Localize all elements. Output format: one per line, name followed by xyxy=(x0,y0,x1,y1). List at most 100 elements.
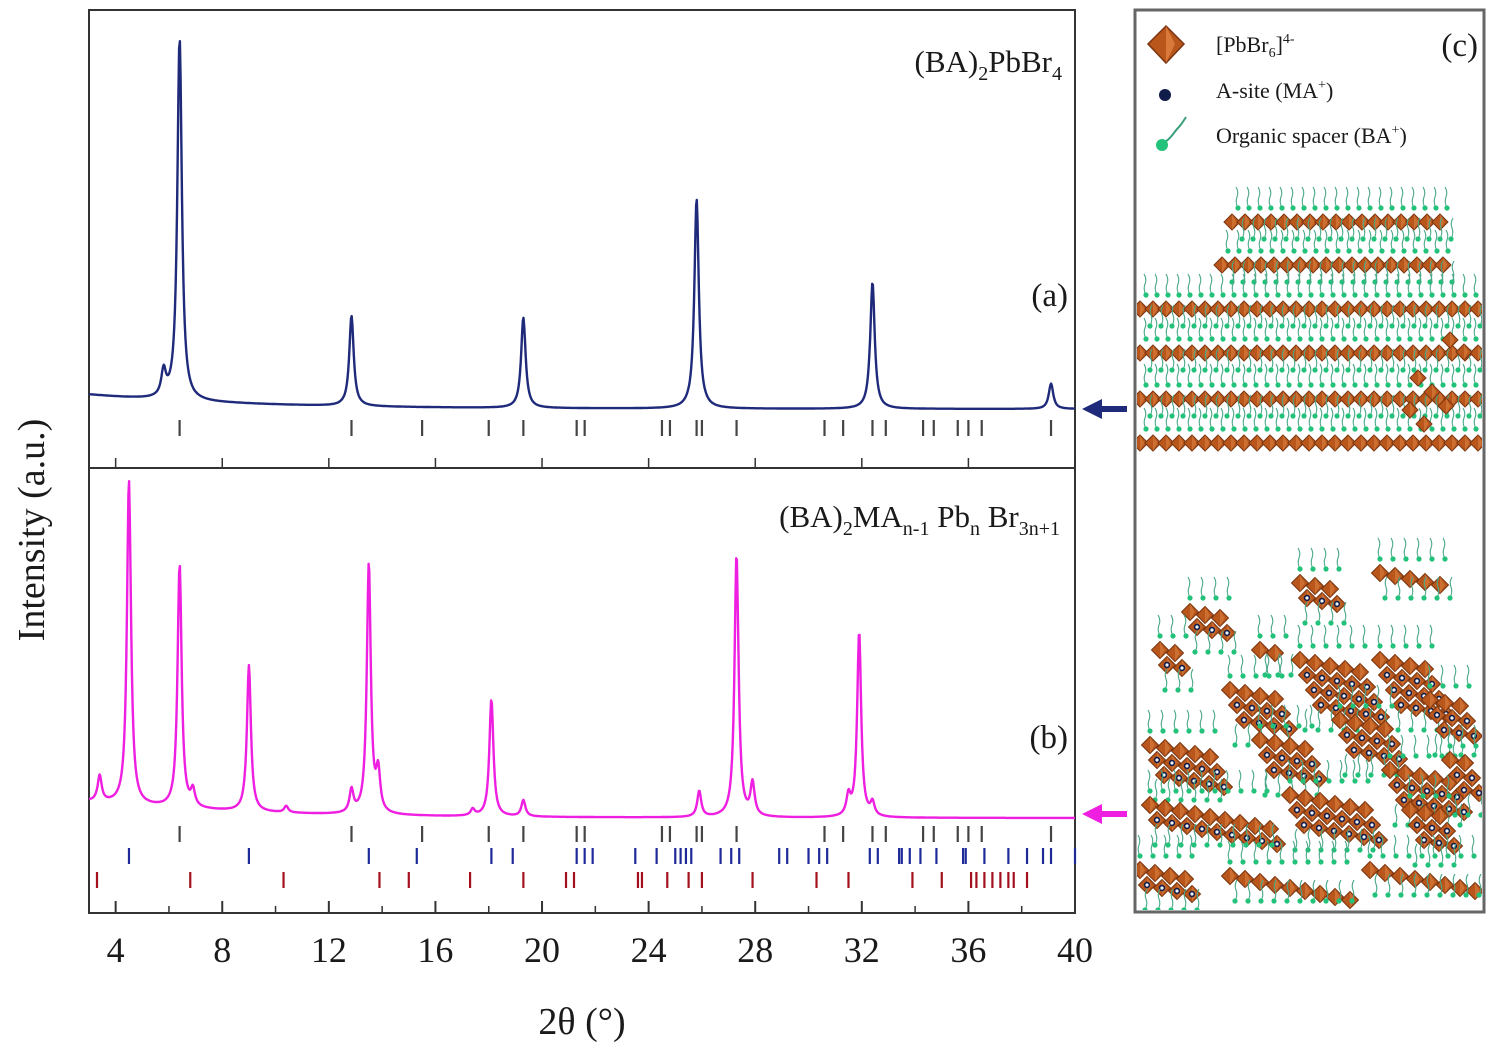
spacer-molecule xyxy=(1350,684,1356,709)
spacer-molecule xyxy=(1231,363,1237,388)
octahedron-unit xyxy=(1287,751,1307,771)
spacer-molecule xyxy=(1173,709,1179,734)
spacer-molecule xyxy=(1247,229,1253,254)
spacer-molecule xyxy=(1175,668,1181,693)
octahedron-unit xyxy=(1347,812,1367,832)
spacer-molecule xyxy=(1268,348,1274,373)
spacer-molecule xyxy=(1236,229,1242,254)
octahedron-unit xyxy=(1414,830,1434,850)
spacer-molecule xyxy=(1187,576,1193,601)
octahedron-unit xyxy=(1327,671,1347,691)
arrow-a-icon xyxy=(1082,399,1127,419)
spacer-molecule xyxy=(1385,407,1391,432)
spacer-molecule xyxy=(1363,363,1369,388)
spacer-molecule xyxy=(1330,317,1336,342)
spacer-molecule xyxy=(1227,654,1233,679)
spacer-molecule xyxy=(1422,348,1428,373)
spacer-molecule xyxy=(1290,348,1296,373)
spacer-molecule xyxy=(1352,273,1358,298)
spacer-molecule xyxy=(1440,664,1446,689)
octahedron-unit xyxy=(1297,665,1317,685)
spacer-molecule xyxy=(1301,348,1307,373)
spacer-molecule xyxy=(1324,229,1330,254)
spacer-molecule xyxy=(1426,217,1432,242)
panel-a-title: (BA)2PbBr4 xyxy=(915,44,1062,85)
spacer-molecule xyxy=(1187,407,1193,432)
spacer-molecule xyxy=(1451,363,1457,388)
spacer-molecule xyxy=(1279,840,1285,865)
spacer-molecule xyxy=(1444,348,1450,373)
spacer-molecule xyxy=(1413,734,1419,759)
spacer-molecule xyxy=(1452,793,1458,818)
spacer-molecule xyxy=(1224,348,1230,373)
octahedron-unit xyxy=(1379,213,1397,231)
spacer-molecule xyxy=(1312,304,1318,329)
spacer-molecule xyxy=(1352,363,1358,388)
octahedron-unit xyxy=(1317,806,1337,826)
spacer-molecule xyxy=(1187,317,1193,342)
octahedron-unit xyxy=(1415,415,1433,433)
spacer-molecule xyxy=(1429,273,1435,298)
spacer-molecule xyxy=(1301,186,1307,211)
octahedron-unit xyxy=(1236,213,1254,231)
x-tick-label: 32 xyxy=(844,930,880,970)
octahedron-unit xyxy=(1319,683,1339,703)
spacer-molecule xyxy=(1345,348,1351,373)
spacer-molecule xyxy=(1408,576,1414,601)
spacer-molecule xyxy=(1191,823,1197,848)
spacer-molecule xyxy=(1349,624,1355,649)
spacer-molecule xyxy=(1396,363,1402,388)
octahedron-unit xyxy=(1248,390,1266,408)
octahedron-unit xyxy=(1177,756,1197,776)
spacer-molecule xyxy=(1448,217,1454,242)
octahedron-unit xyxy=(1182,884,1202,904)
spacer-molecule xyxy=(1473,273,1479,298)
spacer-molecule xyxy=(1290,304,1296,329)
spacer-molecule xyxy=(1209,317,1215,342)
octahedron-unit xyxy=(1287,344,1305,362)
octahedron-unit xyxy=(1352,390,1370,408)
octahedron-unit xyxy=(1359,743,1379,763)
spacer-molecule xyxy=(1191,778,1197,803)
spacer-molecule xyxy=(1411,873,1417,898)
spacer-molecule xyxy=(1160,709,1166,734)
octahedron-unit xyxy=(1150,640,1170,660)
spacer-molecule xyxy=(1411,348,1417,373)
spacer-molecule xyxy=(1286,407,1292,432)
spacer-molecule xyxy=(1147,348,1153,373)
spacer-molecule xyxy=(1266,840,1272,865)
spacer-molecule xyxy=(1288,653,1294,678)
x-tick-label: 24 xyxy=(631,930,667,970)
spacer-molecule xyxy=(1371,217,1377,242)
spacer-molecule xyxy=(1341,363,1347,388)
octahedron-unit xyxy=(1222,434,1240,452)
spacer-molecule xyxy=(1297,407,1303,432)
spacer-molecule xyxy=(1412,843,1418,868)
panel-a-label: (a) xyxy=(1031,278,1068,314)
spacer-molecule xyxy=(1310,624,1316,649)
octahedron-unit xyxy=(1312,591,1332,611)
spacer-molecule xyxy=(1370,828,1376,853)
spacer-molecule xyxy=(1463,873,1469,898)
octahedron-unit xyxy=(1360,716,1380,736)
spacer-molecule xyxy=(1389,394,1395,419)
spacer-molecule xyxy=(1302,708,1308,733)
octahedron-unit xyxy=(1287,300,1305,318)
spacer-molecule xyxy=(1300,759,1306,784)
spacer-molecule xyxy=(1466,394,1472,419)
octahedron-unit xyxy=(1287,800,1307,820)
spacer-molecule xyxy=(1279,186,1285,211)
octahedron-unit xyxy=(1300,390,1318,408)
octahedron-unit xyxy=(1455,753,1475,773)
spacer-molecule xyxy=(1457,803,1463,828)
spacer-molecule xyxy=(1415,217,1421,242)
spacer-molecule xyxy=(1292,840,1298,865)
octahedron-unit xyxy=(1242,698,1262,718)
spacer-molecule xyxy=(1297,879,1303,904)
spacer-molecule xyxy=(1363,317,1369,342)
spacer-molecule xyxy=(1257,394,1263,419)
spacer-molecule xyxy=(1385,873,1391,898)
octahedron-unit xyxy=(1290,650,1310,670)
spacer-molecule xyxy=(1242,407,1248,432)
spacer-molecule xyxy=(1473,724,1479,749)
